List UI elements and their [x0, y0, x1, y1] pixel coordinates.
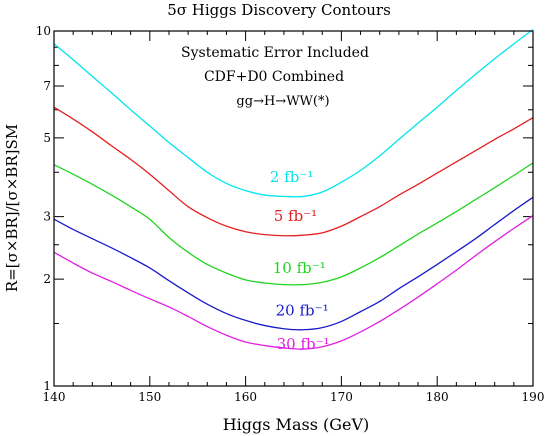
- annotation-process: gg→H→WW(*): [236, 94, 329, 109]
- series-line-30fb: [53, 215, 534, 350]
- y-tick-label: 5: [43, 131, 51, 145]
- x-tick-label: 140: [43, 390, 66, 404]
- series-lines: [53, 28, 534, 350]
- series-label-30fb: 30 fb⁻¹: [277, 335, 330, 353]
- series-line-5fb: [53, 106, 534, 237]
- y-tick-label: 3: [43, 210, 51, 224]
- y-axis-label: R=[σ×BR]/[σ×BR]SM: [3, 124, 21, 292]
- x-tick-label: 190: [522, 390, 545, 404]
- x-tick-label: 170: [330, 390, 353, 404]
- series-line-2fb: [53, 28, 534, 198]
- y-tick-label: 1: [43, 379, 51, 393]
- annotation-systematic: Systematic Error Included: [181, 45, 369, 61]
- chart-title: 5σ Higgs Discovery Contours: [167, 1, 391, 19]
- series-label-10fb: 10 fb⁻¹: [273, 259, 326, 277]
- x-tick-label: 150: [138, 390, 161, 404]
- x-tick-label: 160: [234, 390, 257, 404]
- series-labels: 2 fb⁻¹ 5 fb⁻¹ 10 fb⁻¹ 20 fb⁻¹ 30 fb⁻¹: [270, 168, 330, 353]
- annotation-combined: CDF+D0 Combined: [204, 69, 344, 85]
- x-tick-label: 180: [426, 390, 449, 404]
- series-label-5fb: 5 fb⁻¹: [274, 207, 317, 225]
- annotation-block: Systematic Error Included CDF+D0 Combine…: [181, 45, 369, 109]
- series-label-20fb: 20 fb⁻¹: [276, 301, 329, 319]
- axis-tick-labels: 140 150 160 170 180 190 1 2 3 5 7 10: [36, 24, 545, 404]
- series-label-2fb: 2 fb⁻¹: [270, 168, 313, 186]
- y-tick-label: 7: [43, 79, 51, 93]
- series-line-20fb: [53, 196, 534, 331]
- x-axis-label: Higgs Mass (GeV): [223, 415, 370, 434]
- y-tick-label: 10: [36, 24, 51, 38]
- series-line-10fb: [53, 162, 534, 286]
- plot-frame: [53, 30, 534, 387]
- y-tick-label: 2: [43, 272, 51, 286]
